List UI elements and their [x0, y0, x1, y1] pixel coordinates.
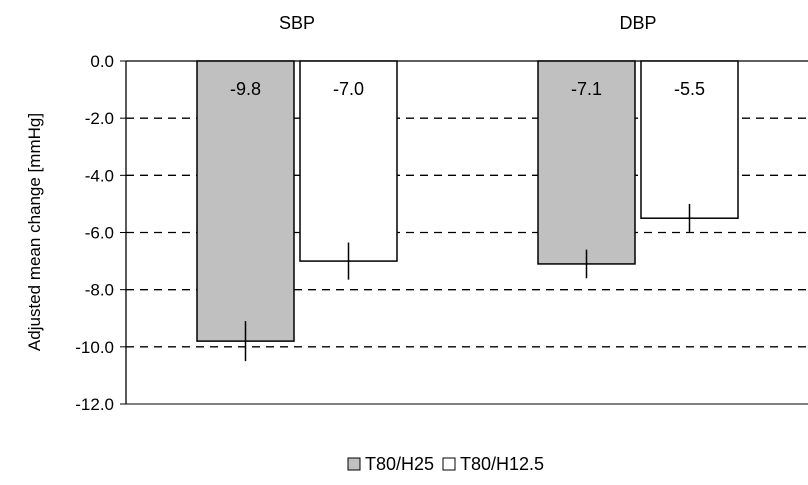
data-label: -9.8: [230, 79, 261, 99]
legend: T80/H25 T80/H12.5: [347, 454, 544, 474]
data-label: -5.5: [674, 79, 705, 99]
category-label: DBP: [619, 13, 656, 33]
y-tick-label: -10.0: [75, 338, 114, 357]
y-tick-label: -4.0: [85, 166, 114, 185]
y-axis-label: Adjusted mean change [mmHg]: [25, 113, 44, 351]
category-label: SBP: [279, 13, 315, 33]
bar: [640, 60, 739, 219]
legend-swatch: [347, 457, 361, 471]
bars: [196, 60, 739, 362]
bar: [196, 60, 295, 342]
legend-label: T80/H25: [365, 454, 434, 474]
bar: [537, 60, 636, 265]
y-tick-label: -6.0: [85, 224, 114, 243]
y-tick-label: 0.0: [90, 52, 114, 71]
y-tick-label: -2.0: [85, 109, 114, 128]
legend-swatch: [442, 457, 456, 471]
y-tick-label: -12.0: [75, 395, 114, 414]
y-tick-label: -8.0: [85, 281, 114, 300]
legend-label: T80/H12.5: [460, 454, 544, 474]
bar: [299, 60, 398, 262]
data-label: -7.1: [571, 79, 602, 99]
labels: 0.0 -2.0 -4.0 -6.0 -8.0 -10.0 -12.0 SBP -9.8 -7.0…: [75, 13, 705, 414]
data-label: -7.0: [333, 79, 364, 99]
